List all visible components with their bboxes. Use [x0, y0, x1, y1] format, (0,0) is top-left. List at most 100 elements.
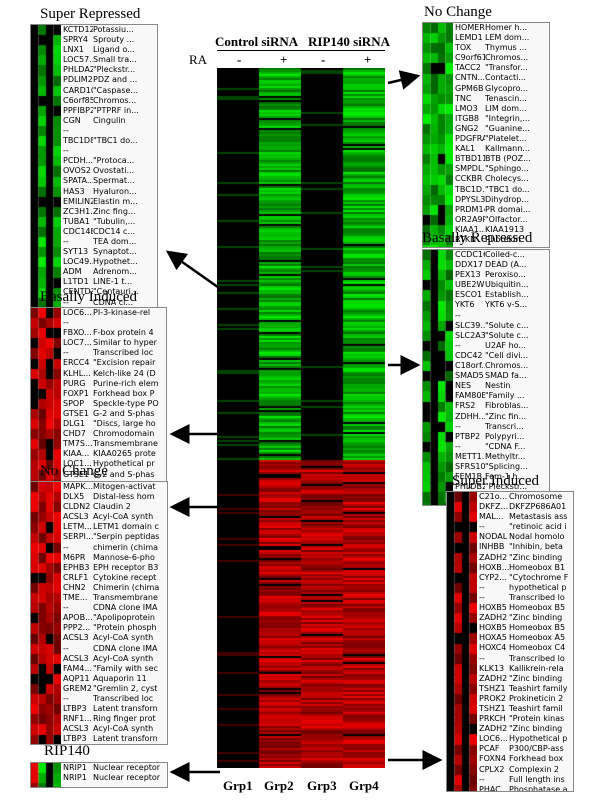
gene-description: Small tra... [93, 55, 137, 65]
treatment-grp1: - [237, 52, 242, 67]
gene-symbol: FRS2 [455, 401, 476, 411]
basally-repressed-panel: CCDC16Coiled-c... DDX17 DEAD (A... PEX13 Per… [422, 249, 550, 506]
gene-row: HOXA5 Homeobox A5 [479, 633, 573, 643]
gene-description: Forkhead box P [93, 388, 155, 398]
gene-symbol: -- [63, 297, 69, 307]
gene-row: TBC1D..."TBC1 do... [455, 185, 549, 195]
gene-description: "Zinc fin... [485, 411, 527, 421]
gene-row: -- CDNA cl... [63, 298, 157, 308]
gene-symbol: RNF1... [63, 714, 92, 724]
gene-row: PHLDB2"Pleckstr... [455, 482, 549, 492]
gene-description: Homeobox C4 [509, 643, 566, 653]
gene-symbol: HOXB... [479, 562, 509, 572]
gene-symbol: NES [455, 381, 472, 391]
gene-symbol: -- [63, 348, 69, 358]
group-label-grp1: Grp1 [223, 778, 253, 793]
gene-description: Nuclear receptor [93, 763, 161, 772]
gene-row: -- TEA dom... [63, 237, 157, 247]
gene-row: ESCO1 Establish... [455, 290, 549, 300]
rip140-panel: NRIP1 Nuclear receptor NRIP1 Nuclear recept… [30, 762, 168, 788]
gene-symbol: NRIP1 [63, 763, 87, 772]
gene-description: "PTPRF in... [93, 105, 139, 115]
main-heatmap [217, 68, 385, 768]
gene-description: LIM dom... [485, 103, 527, 113]
gene-symbol: BTBD11 [455, 154, 485, 164]
gene-symbol: KLK13 [479, 663, 505, 673]
gene-symbol: ACSL3 [63, 512, 89, 522]
gene-symbol: GREM2 [63, 683, 92, 693]
gene-symbol: ZADH2 [479, 673, 508, 683]
gene-symbol: PHAC... [479, 784, 509, 792]
gene-row: LOC6...Hypothetical p [479, 734, 573, 744]
gene-row: HOMER3Homer h... [455, 23, 549, 33]
gene-description: "TBC1 do... [93, 136, 138, 146]
gene-description: Homeobox B5 [509, 603, 566, 613]
gene-row: -- "retinoic acid i [479, 522, 573, 532]
gene-row: CYP2... "Cytochrome F [479, 573, 573, 583]
gene-symbol: CLDN2 [63, 502, 91, 512]
control-sirna-label: Control siRNA [215, 34, 299, 49]
gene-row: LTBP3 Latent transforn [63, 704, 167, 714]
gene-row: UBE2WUbiquitin... [455, 280, 549, 290]
gene-row: PROK2 Prokineticin 2 [479, 694, 573, 704]
gene-symbol: KAL1 [455, 144, 476, 154]
gene-symbol: CGN [63, 115, 81, 125]
gene-row: LOC1...Hypothetical pr [63, 459, 166, 469]
gene-symbol: LOC57... [63, 55, 93, 65]
gene-description: Latent transforn [93, 734, 158, 744]
gene-row: CPLX2 Complexin 2 [479, 765, 573, 775]
gene-description: Establish... [485, 290, 529, 300]
gene-symbol: SMAD5 [455, 371, 484, 381]
gene-symbol: -- [63, 693, 69, 703]
gene-description: "Platelet... [485, 134, 527, 144]
gene-row: -- [63, 126, 157, 136]
gene-description: Nestin [485, 381, 511, 391]
gene-row: LOC49...Hypothet... [63, 257, 157, 267]
gene-row: RNF1...Ring finger prot [63, 714, 167, 724]
gene-row: HOXB5 Homeobox B5 [479, 623, 573, 633]
basally-induced-mini-heatmap [31, 308, 61, 482]
gene-row: -- [63, 146, 157, 156]
gene-symbol: MAPK... [63, 482, 93, 491]
gene-row: INHBB "Inhibin, beta [479, 542, 573, 552]
gene-row: ACSL3 Acyl-CoA synth [63, 633, 167, 643]
gene-description: "retinoic acid i [509, 522, 567, 532]
gene-description: Methyltr... [485, 451, 526, 461]
gene-description: Zinc fing... [93, 206, 136, 216]
gene-row: -- [63, 318, 166, 328]
gene-description: Prokineticin 2 [509, 693, 564, 703]
gene-description: "Integrin,... [485, 113, 530, 123]
super-induced-gene-list: C21o... Chromosome DKFZ...DKFZP686A01 MAL..… [479, 492, 573, 792]
gene-symbol: TACC2 [455, 63, 481, 73]
gene-symbol: OR2A9P [455, 214, 485, 224]
gene-symbol: -- [63, 318, 69, 328]
gene-description: Peroxiso... [485, 270, 526, 280]
gene-symbol: SMPDL... [455, 164, 485, 174]
gene-description: Dihydrop... [485, 194, 529, 204]
gene-description: Latent transforn [93, 704, 158, 714]
gene-row: DKFZ...DKFZP686A01 [479, 502, 573, 512]
gene-symbol: ZADH2 [479, 724, 508, 734]
gene-description: Chromodomain [93, 429, 155, 439]
gene-symbol: PCAF [479, 744, 500, 754]
gene-symbol: DKFZ... [479, 502, 509, 512]
gene-row: TME... Transmembrane [63, 593, 167, 603]
gene-row: SMPDL..."Sphingo... [455, 164, 549, 174]
gene-row: KAL1 Kallmann... [455, 144, 549, 154]
gene-description: SMAD fa... [485, 371, 527, 381]
gene-symbol: CDC14B [63, 226, 93, 236]
gene-description: CDNA cl... [93, 297, 133, 307]
gene-description: "Inhibin, beta [509, 542, 563, 552]
gene-row: CRLF1 Cytokine recept [63, 573, 167, 583]
gene-description: Distal-less hom [93, 492, 155, 502]
gene-description: F-box protein 4 [93, 328, 154, 338]
gene-row: EPHB3 EPH receptor B3 [63, 563, 167, 573]
gene-row: GPM6BGlycopro... [455, 84, 549, 94]
gene-row: LOC7...Similar to hyper [63, 338, 166, 348]
gene-symbol: LMO3 [455, 103, 478, 113]
gene-row: SERPI..."Serpin peptidas [63, 532, 167, 542]
gene-row: SMAD5SMAD fa... [455, 371, 549, 381]
gene-row: DDX17 DEAD (A... [455, 260, 549, 270]
gene-row: PDLIM2PDZ and ... [63, 75, 157, 85]
gene-description: Mannose-6-pho [93, 552, 155, 562]
